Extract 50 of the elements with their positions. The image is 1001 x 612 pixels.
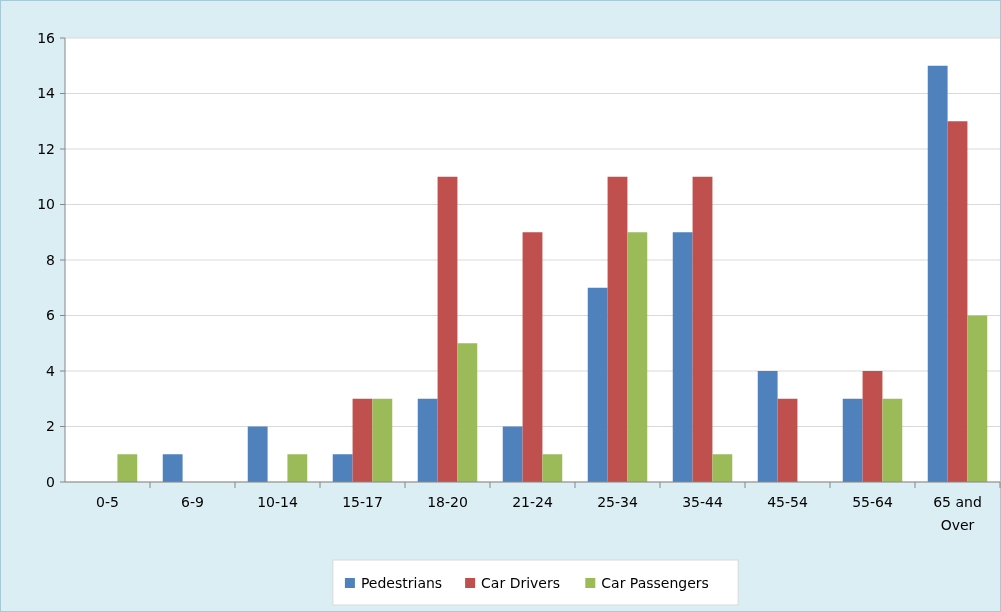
x-tick-label: 25-34 bbox=[597, 494, 638, 510]
bar bbox=[967, 315, 988, 482]
legend-label: Pedestrians bbox=[360, 574, 443, 591]
bar bbox=[947, 121, 968, 482]
y-tick-label: 16 bbox=[37, 29, 56, 46]
bar bbox=[417, 398, 438, 482]
bar bbox=[332, 454, 353, 482]
x-tick-label: 18-20 bbox=[427, 494, 468, 510]
y-tick-label: 12 bbox=[37, 140, 55, 157]
x-tick-label: 21-24 bbox=[512, 494, 553, 510]
y-tick-label: 6 bbox=[46, 307, 56, 324]
bar bbox=[522, 232, 543, 482]
bar bbox=[587, 287, 608, 482]
y-tick-label: 0 bbox=[46, 473, 55, 490]
bar bbox=[437, 176, 458, 482]
x-tick-label: 45-54 bbox=[767, 494, 808, 510]
x-tick-label: 0-5 bbox=[96, 494, 119, 510]
x-tick-label: 6-9 bbox=[181, 494, 204, 510]
bar bbox=[457, 343, 478, 482]
bar bbox=[247, 426, 268, 482]
bar bbox=[607, 176, 628, 482]
bar bbox=[502, 426, 523, 482]
x-tick-label: 55-64 bbox=[852, 494, 893, 510]
bar bbox=[352, 398, 373, 482]
bar bbox=[627, 232, 648, 482]
bar bbox=[842, 398, 863, 482]
bar bbox=[712, 454, 733, 482]
bar bbox=[927, 65, 948, 482]
legend-label: Car Drivers bbox=[481, 574, 561, 591]
bar bbox=[117, 454, 138, 482]
y-tick-label: 10 bbox=[37, 196, 55, 213]
x-tick-label: 15-17 bbox=[342, 494, 383, 510]
bar bbox=[162, 454, 183, 482]
y-tick-label: 14 bbox=[37, 85, 56, 102]
bar bbox=[757, 371, 778, 482]
bar bbox=[862, 371, 883, 482]
x-tick-label: 35-44 bbox=[682, 494, 723, 510]
y-tick-label: 4 bbox=[46, 362, 56, 379]
bar bbox=[542, 454, 563, 482]
legend-label: Car Passengers bbox=[601, 574, 709, 591]
x-tick-label: 10-14 bbox=[257, 494, 298, 510]
y-tick-label: 2 bbox=[46, 418, 55, 435]
bar bbox=[672, 232, 693, 482]
bar bbox=[777, 398, 798, 482]
bar bbox=[882, 398, 903, 482]
y-tick-label: 8 bbox=[46, 251, 55, 268]
bar bbox=[692, 176, 713, 482]
bar bbox=[287, 454, 308, 482]
x-tick-label: 65 and Over bbox=[933, 494, 982, 533]
bar bbox=[372, 398, 393, 482]
